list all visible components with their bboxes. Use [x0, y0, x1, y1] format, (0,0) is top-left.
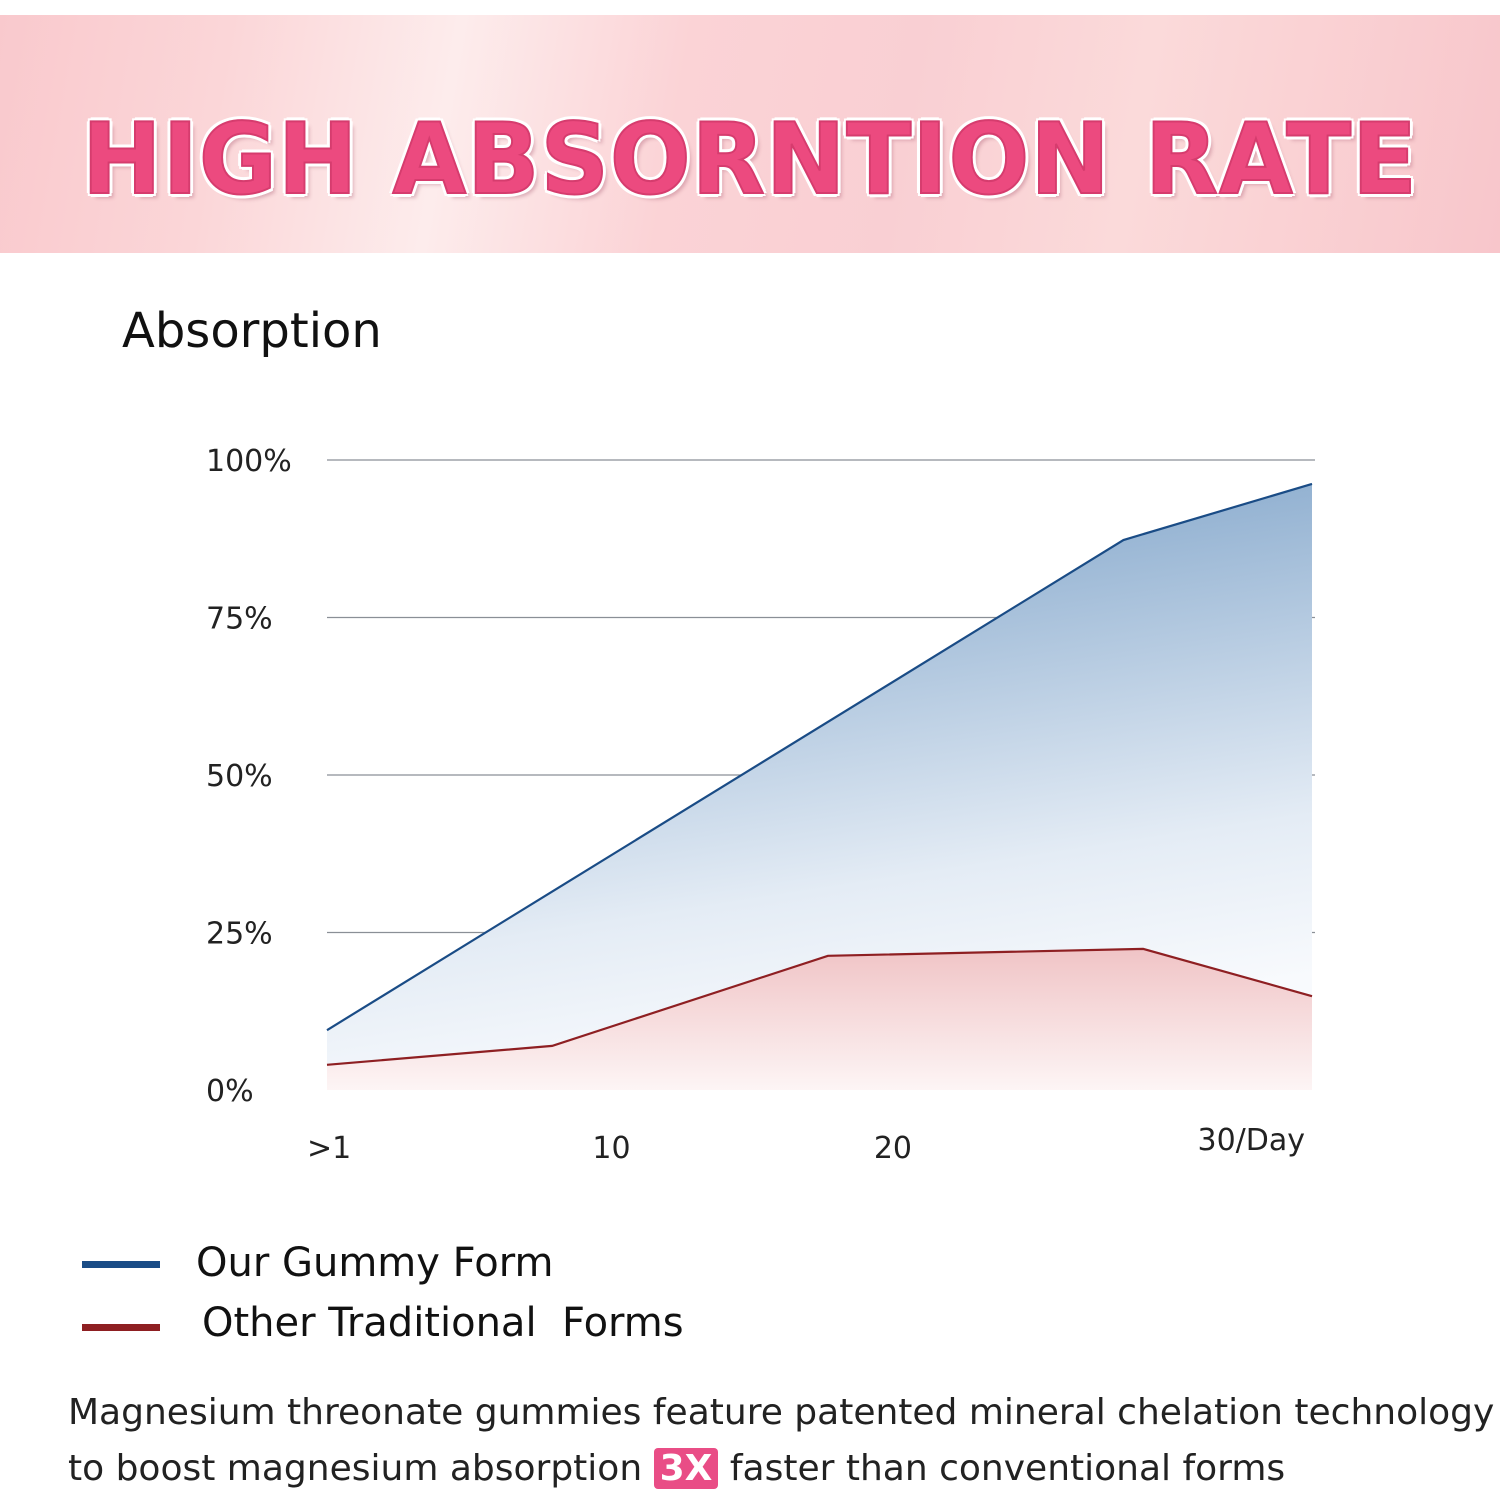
x-tick-label: 10: [592, 1131, 630, 1166]
x-tick-label: 20: [874, 1131, 912, 1166]
page-title: HIGH ABSORNTION RATE: [81, 102, 1418, 218]
legend-label: Other Traditional Forms: [202, 1300, 684, 1346]
y-tick-label: 100%: [206, 444, 292, 479]
x-tick-label: 30/Day: [1198, 1123, 1306, 1158]
series-area: [327, 483, 1312, 1090]
caption-line-1: Magnesium threonate gummies feature pate…: [68, 1392, 1495, 1433]
y-tick-label: 50%: [206, 759, 273, 794]
y-axis-label: Absorption: [122, 303, 382, 359]
description-text: Magnesium threonate gummies feature pate…: [68, 1385, 1494, 1497]
y-tick-label: 0%: [206, 1074, 254, 1109]
y-tick-label: 25%: [206, 917, 273, 952]
series-area: [327, 948, 1312, 1090]
x-tick-label: >1: [307, 1131, 351, 1166]
highlight-badge: 3X: [653, 1448, 719, 1489]
legend-swatch-blue: [82, 1261, 160, 1268]
y-tick-label: 75%: [206, 602, 273, 637]
legend-label: Our Gummy Form: [196, 1240, 554, 1286]
caption-text: faster than conventional forms: [718, 1448, 1286, 1489]
legend-swatch-red: [82, 1324, 160, 1331]
caption-line-2: to boost magnesium absorption 3X faster …: [68, 1441, 1494, 1497]
caption-text: to boost magnesium absorption: [68, 1448, 654, 1489]
title-banner: HIGH ABSORNTION RATE: [0, 15, 1500, 253]
absorption-chart: 0% 25% 50% 75% 100% >1 10 20 30/Day: [206, 444, 1315, 1166]
